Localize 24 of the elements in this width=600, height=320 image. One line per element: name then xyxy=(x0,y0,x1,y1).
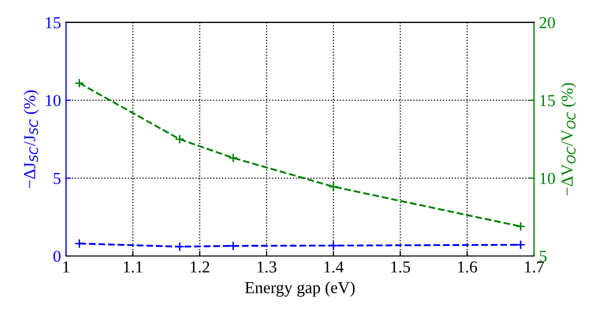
y-axis-title: −ΔJ$_{SC}$/J$_{SC}$ (%) xyxy=(24,90,39,188)
point xyxy=(516,222,526,232)
y2-axis-title: −ΔV$_{OC}$/V$_{OC}$ (%) xyxy=(561,83,576,196)
y2-tick-label: 10 xyxy=(540,172,555,184)
x-tick-label: 1 xyxy=(63,261,70,272)
y2-tick-label: 20 xyxy=(540,17,555,28)
x-axis-title: Energy gap (eV) xyxy=(245,282,355,297)
y2-tick-label: 15 xyxy=(540,95,555,106)
x-tick-label: 1.5 xyxy=(391,261,410,273)
point xyxy=(74,78,84,88)
y-tick-label: 0 xyxy=(53,250,61,262)
x-tick-label: 1.3 xyxy=(258,261,276,273)
point xyxy=(228,153,238,163)
x-tick-label: 1.1 xyxy=(124,261,142,273)
point xyxy=(328,182,338,192)
y-tick-label: 15 xyxy=(46,17,60,28)
point xyxy=(174,134,185,144)
x-tick-label: 1.6 xyxy=(458,261,478,273)
x-tick-label: 1.2 xyxy=(190,261,210,273)
y-tick-label: 5 xyxy=(54,173,60,184)
x-tick-label: 1.4 xyxy=(324,261,344,273)
y2-tick-label: 5 xyxy=(540,250,547,262)
x-tick-label: 1.7 xyxy=(525,261,544,273)
y-tick-label: 10 xyxy=(46,94,61,106)
